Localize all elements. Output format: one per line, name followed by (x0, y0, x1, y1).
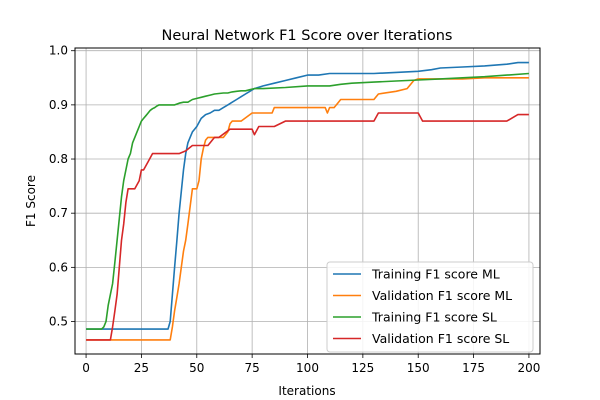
y-tick-label: 0.9 (49, 98, 68, 112)
legend-box (326, 261, 534, 353)
y-tick-label: 0.5 (49, 315, 68, 329)
legend-entry: Training F1 score ML (371, 267, 500, 282)
legend-entry: Training F1 score SL (371, 310, 497, 325)
x-tick-label: 50 (189, 361, 204, 375)
x-tick-label: 125 (351, 361, 374, 375)
legend-entry: Validation F1 score SL (372, 331, 509, 346)
y-tick-label: 1.0 (49, 44, 68, 58)
x-tick-label: 150 (407, 361, 430, 375)
x-tick-label: 75 (245, 361, 260, 375)
x-tick-label: 0 (82, 361, 90, 375)
series-line-1 (86, 61, 529, 330)
x-tick-label: 25 (134, 361, 149, 375)
plot-lines (86, 61, 529, 341)
y-tick-label: 0.8 (49, 152, 68, 166)
legend-entry: Validation F1 score ML (372, 288, 512, 303)
x-tick-label: 100 (296, 361, 319, 375)
series-line-4 (86, 112, 529, 341)
y-tick-label: 0.7 (49, 206, 68, 220)
y-axis-title: F1 Score (24, 175, 38, 227)
x-axis-title: Iterations (278, 384, 335, 398)
axis-ticks: 0 25 50 75 100 125 150 175 200 0.5 0.6 0.7 0.8 0.9 1.0 (49, 44, 540, 375)
x-tick-label: 200 (517, 361, 540, 375)
series-line-2 (86, 77, 529, 341)
x-tick-label: 175 (462, 361, 485, 375)
series-line-3 (86, 72, 529, 330)
y-tick-label: 0.6 (49, 260, 68, 274)
chart-title: Neural Network F1 Score over Iterations (162, 28, 453, 44)
legend: Training F1 score ML Validation F1 score … (326, 261, 534, 353)
